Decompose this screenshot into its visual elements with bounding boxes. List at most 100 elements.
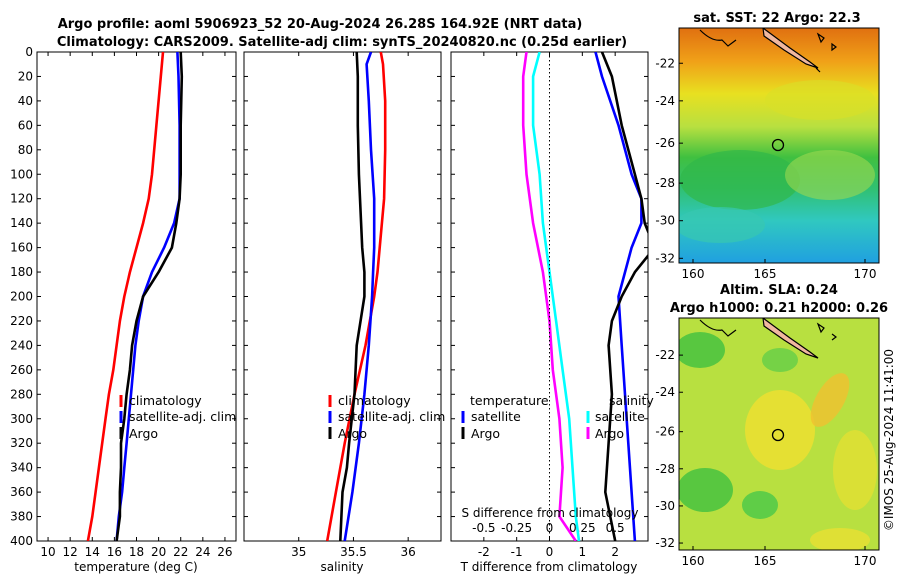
y-tick-label: 220 xyxy=(10,314,33,328)
legend-label-satellite: satellite-adj. clim xyxy=(338,409,445,424)
map-y-tick-label: -24 xyxy=(655,385,675,399)
x-tick-label: 1 xyxy=(579,545,587,559)
title-line1: Argo profile: aoml 5906923_52 20-Aug-202… xyxy=(58,17,583,32)
sal-diff-xlabel: S difference from climatology xyxy=(462,506,639,520)
series-line-s-satellite xyxy=(531,52,581,541)
sst-patch xyxy=(765,80,875,120)
y-tick-label: 360 xyxy=(10,485,33,499)
series-line-argo xyxy=(115,52,184,541)
credit-text: ©IMOS 25-Aug-2024 11:41:00 xyxy=(882,349,896,531)
coastline xyxy=(699,319,737,337)
x-tick-label: 2 xyxy=(611,545,619,559)
new-caledonia-land xyxy=(762,318,819,359)
salinity-panel xyxy=(243,51,442,542)
y-tick-label: 400 xyxy=(10,534,33,548)
x-tick-label: 35 xyxy=(291,545,306,559)
x-tick-label: 24 xyxy=(195,545,210,559)
x-tick-label: 20 xyxy=(151,545,166,559)
x-tick-label: 22 xyxy=(173,545,188,559)
new-caledonia-land xyxy=(762,28,819,69)
sla-patch xyxy=(679,468,733,512)
map-y-tick-label: -32 xyxy=(655,251,675,265)
sal-diff-tick-label: 0.5 xyxy=(606,521,625,535)
map-y-tick-label: -30 xyxy=(655,214,675,228)
sal-diff-tick-label: -0.5 xyxy=(472,521,495,535)
legend-label-climatology: climatology xyxy=(338,393,411,408)
y-tick-label: 120 xyxy=(10,192,33,206)
series-line-s-argo xyxy=(521,52,577,541)
y-tick-label: 40 xyxy=(18,94,33,108)
sla-patch xyxy=(810,528,870,550)
y-tick-label: 320 xyxy=(10,436,33,450)
x-tick-label: 36 xyxy=(401,545,416,559)
series-line-climatology xyxy=(86,52,165,541)
y-tick-label: 20 xyxy=(18,69,33,83)
legend-label-satellite: satellite-adj. clim xyxy=(129,409,236,424)
x-tick-label: 16 xyxy=(107,545,122,559)
sla-argo-marker xyxy=(771,428,785,442)
sst-map xyxy=(679,28,879,263)
legend-label-s-argo: Argo xyxy=(595,426,624,441)
x-tick-label: 14 xyxy=(85,545,100,559)
y-tick-label: 240 xyxy=(10,338,33,352)
temperature-legend: climatology satellite-adj. clim Argo xyxy=(119,393,236,441)
sst-argo-marker xyxy=(771,138,785,152)
coastline xyxy=(699,29,737,47)
sal-diff-tick-label: 0.25 xyxy=(569,521,596,535)
legend-label-t-satellite: satellite xyxy=(471,409,521,424)
map-x-tick-label: 165 xyxy=(754,267,777,281)
map-x-tick-label: 165 xyxy=(754,554,777,568)
map-y-tick-label: -26 xyxy=(655,425,675,439)
y-tick-label: 340 xyxy=(10,461,33,475)
islands xyxy=(815,32,837,73)
y-tick-label: 380 xyxy=(10,510,33,524)
x-tick-label: -2 xyxy=(478,545,490,559)
y-tick-label: 0 xyxy=(25,45,33,59)
map-y-tick-label: -32 xyxy=(655,536,675,550)
map-y-tick-label: -26 xyxy=(655,136,675,150)
sst-patch xyxy=(785,150,875,200)
x-tick-label: 26 xyxy=(217,545,232,559)
y-tick-label: 180 xyxy=(10,265,33,279)
y-tick-label: 80 xyxy=(18,143,33,157)
sst-map-title: sat. SST: 22 Argo: 22.3 xyxy=(693,11,860,26)
salinity-xlabel: salinity xyxy=(320,560,363,574)
sla-patch xyxy=(833,430,877,510)
islands xyxy=(816,322,837,341)
sst-map-frame xyxy=(678,27,880,264)
y-tick-label: 280 xyxy=(10,387,33,401)
map-y-tick-label: -24 xyxy=(655,94,675,108)
y-tick-label: 140 xyxy=(10,216,33,230)
legend-label-argo: Argo xyxy=(338,426,367,441)
map-y-tick-label: -22 xyxy=(655,348,675,362)
difference-legend: temperature satellite Argo salinity sate… xyxy=(461,393,654,441)
map-x-tick-label: 170 xyxy=(854,554,877,568)
map-y-tick-label: -22 xyxy=(655,56,675,70)
sal-diff-tick-label: -0.25 xyxy=(501,521,532,535)
x-tick-label: 18 xyxy=(129,545,144,559)
x-tick-label: -1 xyxy=(511,545,523,559)
temperature-panel xyxy=(36,51,237,542)
series-line-t-satellite xyxy=(594,52,643,541)
map-x-tick-label: 160 xyxy=(682,267,705,281)
difference-xlabel: T difference from climatology xyxy=(460,560,638,574)
y-tick-label: 300 xyxy=(10,412,33,426)
map-y-tick-label: -28 xyxy=(655,462,675,476)
legend-label-argo: Argo xyxy=(129,426,158,441)
temperature-xlabel: temperature (deg C) xyxy=(74,560,197,574)
legend-label-climatology: climatology xyxy=(129,393,202,408)
legend-label-t-argo: Argo xyxy=(471,426,500,441)
sla-patch xyxy=(762,348,798,372)
map-y-tick-label: -30 xyxy=(655,499,675,513)
sst-patch xyxy=(680,150,800,210)
sla-patch xyxy=(742,491,778,519)
map-x-tick-label: 170 xyxy=(854,267,877,281)
sla-map-frame xyxy=(678,317,880,551)
series-line-t-argo xyxy=(600,52,648,541)
sla-map xyxy=(679,318,879,550)
y-tick-label: 160 xyxy=(10,241,33,255)
sst-patch xyxy=(679,207,765,243)
x-tick-label: 10 xyxy=(40,545,55,559)
salinity-legend: climatology satellite-adj. clim Argo xyxy=(328,393,445,441)
